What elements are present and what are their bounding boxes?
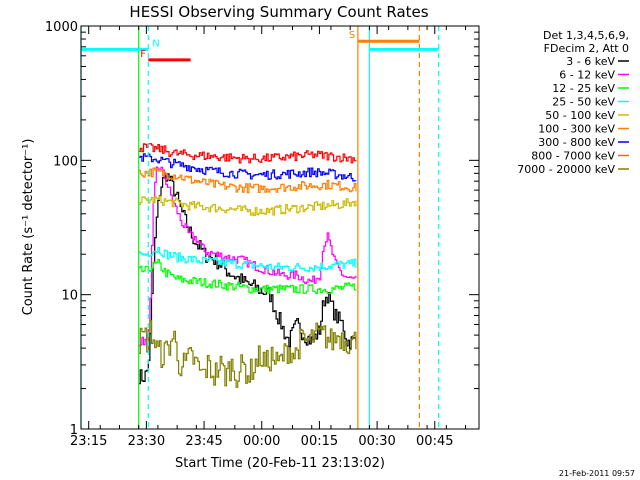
series-line-5	[138, 167, 357, 194]
legend-label-3: 25 - 50 keV	[552, 96, 615, 109]
x-tick-label-4: 00:15	[301, 434, 338, 449]
series-line-0	[138, 173, 357, 385]
footer-date: 21-Feb-2011 09:57	[559, 469, 635, 478]
legend-label-4: 50 - 100 keV	[545, 109, 615, 122]
y-tick-label-3: 1000	[45, 20, 78, 35]
flag-label-2: S	[349, 30, 355, 41]
y-tick-label-0: 1	[70, 423, 78, 438]
series-line-4	[138, 195, 357, 216]
series-line-2	[138, 258, 357, 295]
x-tick-label-6: 00:45	[416, 434, 453, 449]
x-tick-label-0: 23:15	[70, 434, 107, 449]
series-line-6	[138, 153, 357, 182]
x-tick-label-3: 00:00	[243, 434, 280, 449]
legend-label-0: 3 - 6 keV	[566, 55, 615, 68]
legend-label-8: 7000 - 20000 keV	[517, 163, 615, 176]
legend-label-5: 100 - 300 keV	[538, 123, 615, 136]
axes: 23:15 23:30 23:45 00:00 00:15 00:30 00:45 1 10 10…	[45, 20, 479, 449]
legend-header-1: FDecim 2, Att 0	[544, 42, 629, 55]
series-line-9	[138, 143, 357, 164]
plot-frame	[80, 25, 480, 430]
flag-label-1: F	[140, 49, 146, 60]
legend-header-0: Det 1,3,4,5,6,9,	[543, 29, 629, 42]
chart-title: HESSI Observing Summary Count Rates	[129, 3, 428, 21]
x-tick-label-5: 00:30	[358, 434, 395, 449]
legend-label-6: 300 - 800 keV	[538, 136, 615, 149]
y-axis-label: Count Rate (s⁻¹ detector⁻¹)	[21, 139, 36, 316]
y-tick-label-1: 10	[61, 289, 78, 304]
legend-label-1: 6 - 12 keV	[559, 69, 615, 82]
plot-area: NF S	[80, 26, 440, 429]
series-line-8	[138, 320, 357, 388]
legend-label-7: 800 - 7000 keV	[531, 150, 615, 163]
y-tick-label-2: 100	[53, 154, 78, 169]
legend-label-2: 12 - 25 keV	[552, 82, 615, 95]
x-tick-label-2: 23:45	[185, 434, 222, 449]
series-line-3	[138, 246, 357, 272]
flag-label-0: N	[152, 38, 159, 49]
legend: Det 1,3,4,5,6,9,FDecim 2, Att 03 - 6 keV…	[517, 29, 629, 176]
x-axis-label: Start Time (20-Feb-11 23:13:02)	[175, 456, 385, 471]
x-tick-label-1: 23:30	[128, 434, 165, 449]
